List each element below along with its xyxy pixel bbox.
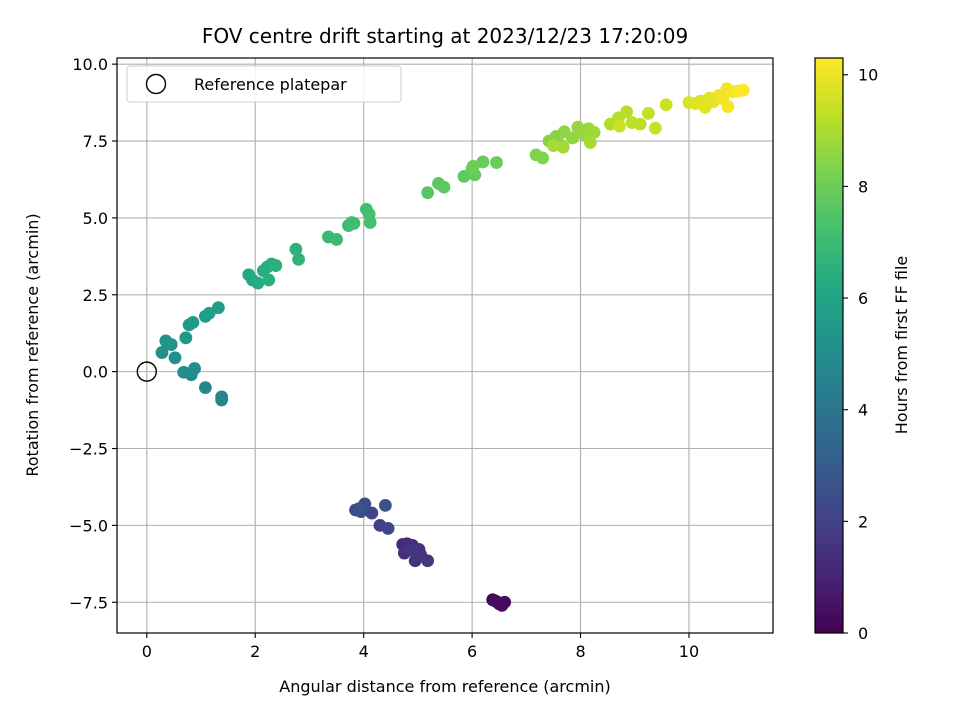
- y-tick-label: 5.0: [83, 209, 108, 228]
- y-tick-label: −7.5: [69, 593, 108, 612]
- y-axis-title: Rotation from reference (arcmin): [23, 213, 42, 476]
- grid-lines: [117, 58, 773, 633]
- data-point: [251, 276, 265, 290]
- data-point: [202, 306, 216, 320]
- data-point: [583, 136, 597, 149]
- y-tick-label: 2.5: [83, 286, 108, 305]
- data-point: [345, 216, 359, 229]
- x-tick-label: 8: [575, 642, 585, 661]
- data-point: [211, 301, 225, 315]
- data-point: [437, 180, 451, 194]
- data-point: [215, 393, 229, 407]
- data-point: [421, 554, 435, 568]
- data-point: [566, 131, 579, 145]
- data-point: [620, 105, 634, 119]
- colorbar-tick-label: 6: [858, 289, 868, 308]
- data-point: [641, 106, 655, 120]
- x-tick-label: 2: [250, 642, 260, 661]
- x-axis-title: Angular distance from reference (arcmin): [279, 677, 610, 696]
- y-tick-label: −5.0: [69, 516, 108, 535]
- x-tick-label: 4: [359, 642, 369, 661]
- colorbar-label: Hours from first FF file: [892, 256, 911, 435]
- y-tick-label: 0.0: [83, 363, 108, 382]
- data-point: [556, 140, 570, 154]
- reference-platepar-marker: [136, 361, 158, 382]
- x-tick-label: 6: [467, 642, 477, 661]
- data-point: [177, 365, 191, 379]
- data-point: [547, 139, 560, 153]
- y-tick-label: 10.0: [72, 55, 108, 74]
- y-tick-label: 7.5: [83, 132, 108, 151]
- data-point: [648, 121, 662, 135]
- data-point: [421, 186, 435, 200]
- x-axis: 0 2 4 6 8 10: [142, 633, 699, 661]
- data-point: [363, 216, 377, 229]
- data-point: [292, 253, 306, 266]
- data-point: [613, 119, 626, 133]
- colorbar-tick-label: 0: [858, 624, 868, 643]
- colorbar-tick-label: 8: [858, 177, 868, 196]
- data-point: [186, 316, 200, 329]
- data-point: [262, 273, 276, 287]
- data-point: [159, 334, 173, 348]
- data-point: [381, 522, 395, 535]
- data-point: [736, 83, 750, 97]
- colorbar-ticks: 0 2 4 6 8 10: [843, 66, 878, 643]
- colorbar-tick-label: 2: [858, 512, 868, 531]
- data-point: [490, 156, 503, 169]
- legend-reference-marker: [145, 73, 167, 95]
- data-point: [179, 331, 193, 345]
- colorbar-tick-label: 4: [858, 401, 868, 420]
- data-point: [168, 351, 182, 365]
- data-points: [155, 82, 750, 612]
- legend-box: [126, 65, 402, 103]
- reference-marker-layer: [136, 361, 158, 382]
- y-tick-label: −2.5: [69, 440, 108, 459]
- data-point: [404, 543, 418, 557]
- chart-title: FOV centre drift starting at 2023/12/23 …: [202, 24, 688, 48]
- data-point: [633, 117, 647, 131]
- data-point: [536, 151, 549, 165]
- data-point: [498, 595, 512, 609]
- plot-frame: [116, 57, 774, 634]
- data-point: [721, 100, 735, 113]
- y-axis: −7.5 −5.0 −2.5 0.0 2.5 5.0 7.5 10.0: [69, 55, 117, 612]
- x-tick-label: 0: [142, 642, 152, 661]
- data-point: [659, 98, 673, 112]
- colorbar-tick-label: 10: [858, 66, 878, 85]
- colorbar: 0 2 4 6 8 10 Hours from first FF file: [814, 57, 911, 643]
- data-point: [269, 259, 283, 272]
- data-point: [587, 126, 601, 139]
- x-tick-label: 10: [679, 642, 699, 661]
- data-point: [330, 233, 343, 246]
- colorbar-gradient: [814, 57, 844, 634]
- data-point: [188, 362, 201, 375]
- legend: Reference platepar: [126, 65, 402, 103]
- data-point: [155, 346, 169, 359]
- legend-label: Reference platepar: [194, 75, 347, 94]
- data-point: [476, 155, 490, 169]
- data-point: [365, 506, 379, 520]
- data-point: [378, 498, 392, 512]
- data-point: [466, 159, 480, 173]
- data-point: [289, 242, 303, 256]
- data-point: [488, 594, 502, 608]
- data-point: [352, 502, 366, 515]
- data-point: [198, 381, 212, 395]
- data-point: [457, 169, 471, 183]
